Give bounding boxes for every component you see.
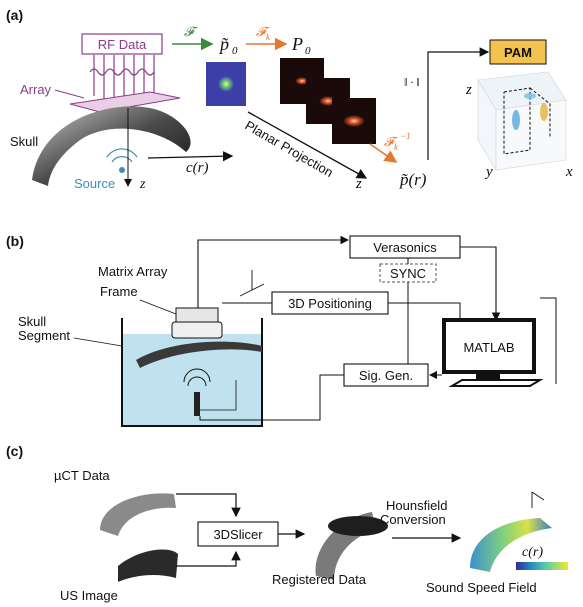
rf-data-box xyxy=(81,33,163,55)
matrix-array-transducer xyxy=(175,307,219,323)
registered-image xyxy=(315,512,388,580)
pam-box xyxy=(489,39,547,65)
slicer-box xyxy=(197,521,279,547)
skull-segment-label-2: Segment xyxy=(18,328,70,343)
us-image xyxy=(118,549,178,582)
panel-c-label: (c) xyxy=(6,443,23,459)
matlab-computer xyxy=(442,297,557,387)
uct-image xyxy=(100,493,176,536)
z-stack-label: z xyxy=(355,176,362,192)
uct-to-slicer-arrow xyxy=(176,493,241,518)
matrix-array-label: Matrix Array xyxy=(98,264,168,279)
axes-icon xyxy=(239,270,265,297)
hounsfield-label-2: Conversion xyxy=(380,512,446,527)
verasonics-to-matlab-wire xyxy=(460,246,501,322)
pam-label: PAM xyxy=(504,45,532,60)
fk-op-sub: k xyxy=(266,32,271,42)
skull-segment-label-1: Skull xyxy=(18,314,46,329)
hydrophone xyxy=(194,392,200,416)
planar-stack xyxy=(280,58,376,144)
planar-projection-arrow xyxy=(247,111,368,179)
p0-tilde: p̃ xyxy=(218,34,229,54)
skull-image xyxy=(32,106,191,186)
pam-axis-y: y xyxy=(484,164,493,180)
norm-path xyxy=(427,47,490,160)
hounsfield-label-1: Hounsfield xyxy=(386,498,447,513)
us-to-slicer-arrow xyxy=(176,550,241,567)
array-label: Array xyxy=(20,82,52,97)
p-tilde-r: p̃(r) xyxy=(399,170,427,189)
pam-3d-plot xyxy=(477,71,567,172)
array-plate xyxy=(69,91,181,113)
source-wave-icon xyxy=(111,156,133,163)
pam-axis-x: x xyxy=(565,164,573,180)
c-r-label: c(r) xyxy=(186,160,209,176)
P0-sub: 0 xyxy=(305,45,311,57)
fk-inverse-arrow xyxy=(369,143,398,163)
tank-walls xyxy=(121,318,263,427)
pam-axis-z: z xyxy=(465,82,472,98)
sound-speed-c-r: c(r) xyxy=(522,545,543,560)
rf-data-label: RF Data xyxy=(98,37,147,52)
fk-inv-op-sup: −1 xyxy=(400,131,411,141)
fk-inv-op-sub: k xyxy=(394,142,399,152)
rf-signal-lines xyxy=(89,55,155,104)
norm-label: ‖ · ‖ xyxy=(404,75,420,89)
sig-gen-label: Sig. Gen. xyxy=(359,368,413,383)
P0-label: P xyxy=(291,34,303,54)
panel-a-label: (a) xyxy=(6,7,23,23)
positioning-label: 3D Positioning xyxy=(288,296,372,311)
sound-speed-label: Sound Speed Field xyxy=(426,580,537,595)
slicer-label: 3DSlicer xyxy=(213,527,263,542)
array-pointer xyxy=(54,89,85,99)
panel-b-label: (b) xyxy=(6,233,24,249)
siggen-to-hydrophone-wire xyxy=(199,374,344,421)
z-axis-label: z xyxy=(139,177,146,192)
fourier-op: 𝓕 xyxy=(184,24,198,39)
axes-icon-c xyxy=(531,491,545,508)
us-image-label: US Image xyxy=(60,588,118,603)
c-r-arrow xyxy=(147,151,234,162)
sync-label: SYNC xyxy=(390,266,426,281)
positioning-to-matlab-wire xyxy=(388,302,461,318)
planar-projection-label: Planar Projection xyxy=(243,118,336,180)
skull-segment xyxy=(136,341,262,368)
uct-label: µCT Data xyxy=(54,468,110,483)
verasonics-label: Verasonics xyxy=(373,240,437,255)
source-label: Source xyxy=(74,176,115,191)
matlab-label: MATLAB xyxy=(463,340,514,355)
registered-label: Registered Data xyxy=(272,572,367,587)
array-to-verasonics-wire xyxy=(197,235,350,308)
sound-speed-image xyxy=(470,518,552,572)
frame-holder xyxy=(171,321,223,339)
p0-tilde-sub: 0 xyxy=(232,45,238,57)
skull-label: Skull xyxy=(10,134,38,149)
sound-speed-colorbar xyxy=(516,562,568,570)
frame-label: Frame xyxy=(100,284,138,299)
source-dot xyxy=(119,167,125,173)
